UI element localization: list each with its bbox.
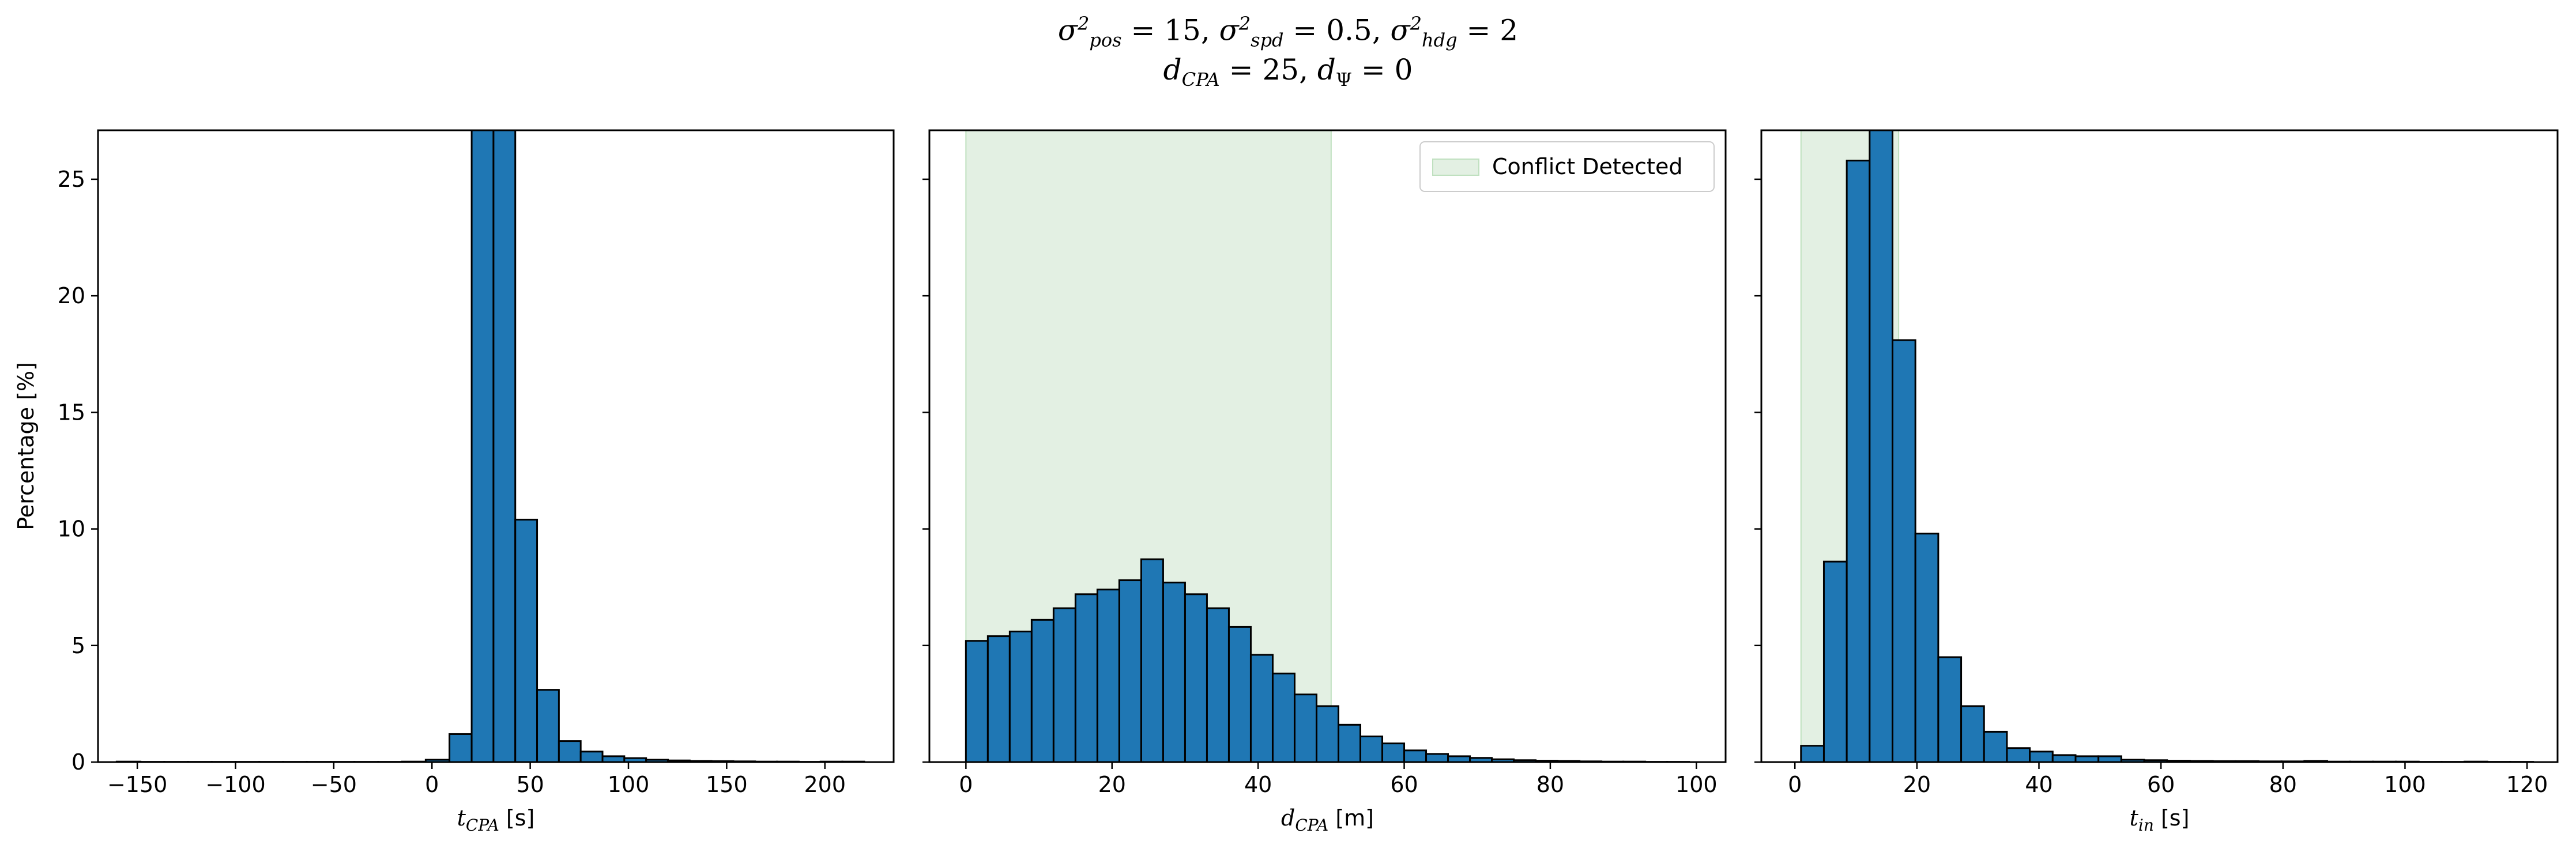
histogram-bar xyxy=(470,130,495,762)
axes-frame xyxy=(97,129,895,763)
histogram-bar xyxy=(1162,582,1186,762)
histogram-bar xyxy=(2074,755,2100,762)
histogram-bar xyxy=(1869,130,1894,762)
x-tick-label: −150 xyxy=(107,772,167,797)
x-tick-label: 40 xyxy=(1244,772,1272,797)
histogram-bar xyxy=(492,130,517,762)
histogram-bar xyxy=(1425,753,1449,762)
x-tick-label: 60 xyxy=(2147,772,2175,797)
y-axis-label: Percentage [%] xyxy=(13,362,39,530)
histogram-bar xyxy=(1983,730,2008,762)
dcpa-histogram-panel: 0 20 40 60 80 100 dCPA [m] Conflict Detected xyxy=(922,129,1727,835)
x-axis-label: tCPA [s] xyxy=(457,805,535,835)
histogram-bar xyxy=(1271,672,1295,762)
histogram-bar xyxy=(1914,533,1939,762)
x-tick-label: 50 xyxy=(516,772,544,797)
histogram-bar xyxy=(2051,754,2077,762)
histogram-bar xyxy=(1381,742,1406,762)
x-tick-label: 150 xyxy=(706,772,748,797)
x-axis-label: tin [s] xyxy=(2130,805,2190,835)
x-tick-label: 0 xyxy=(1788,772,1802,797)
histogram-bar xyxy=(558,740,582,762)
x-tick-label: 0 xyxy=(959,772,973,797)
bars-group xyxy=(965,558,1690,762)
histogram-bar xyxy=(1206,607,1230,762)
x-tick-label: 80 xyxy=(1536,772,1564,797)
histogram-bar xyxy=(986,635,1011,762)
x-axis-label: dCPA [m] xyxy=(1281,805,1374,835)
bars-group xyxy=(1800,130,2534,762)
x-tick-label: 80 xyxy=(2269,772,2297,797)
legend-label: Conflict Detected xyxy=(1492,154,1682,179)
y-tick-label: 20 xyxy=(58,283,85,308)
figure-title-line-2: dCPA = 25, dΨ = 0 xyxy=(1163,53,1413,91)
x-tick-label: 60 xyxy=(1390,772,1418,797)
histogram-bar xyxy=(965,640,989,762)
x-tick-label: −50 xyxy=(311,772,357,797)
x-tick-label: 0 xyxy=(425,772,439,797)
histogram-bar xyxy=(1118,579,1142,762)
histogram-bar xyxy=(1184,593,1208,762)
histogram-bar xyxy=(1030,619,1054,762)
histogram-bar xyxy=(1822,560,1848,762)
x-tick-label: −100 xyxy=(205,772,265,797)
histogram-bar xyxy=(579,751,604,762)
y-tick-label: 10 xyxy=(58,517,85,542)
histogram-bar xyxy=(601,755,626,762)
x-tick-label: 20 xyxy=(1098,772,1126,797)
tcpa-histogram-panel: −150 −100 −50 0 50 100 150 200 0 5 10 15 20 25 tCPA [s… xyxy=(13,129,895,835)
x-tick-label: 100 xyxy=(1675,772,1718,797)
histogram-bar xyxy=(2029,751,2054,762)
x-tick-label: 100 xyxy=(2384,772,2426,797)
histogram-bar xyxy=(1008,631,1033,762)
bars-group xyxy=(115,130,865,762)
histogram-bar xyxy=(2097,755,2122,762)
x-tick-label: 100 xyxy=(608,772,650,797)
tin-histogram-panel: 0 20 40 60 80 100 120 tin [s] xyxy=(1754,129,2559,835)
x-tick-label: 20 xyxy=(1903,772,1931,797)
histogram-bar xyxy=(1074,593,1098,762)
y-tick-label: 5 xyxy=(71,633,85,658)
histogram-bar xyxy=(1800,745,1825,762)
legend-box xyxy=(1419,141,1715,192)
histogram-bar xyxy=(1249,654,1274,762)
histogram-bar xyxy=(1403,749,1428,762)
axes-frame xyxy=(928,129,1727,763)
histogram-bar xyxy=(1359,736,1384,762)
histogram-bar xyxy=(1096,589,1120,762)
histogram-bar xyxy=(1447,755,1471,762)
axes-frame xyxy=(1760,129,2559,763)
y-tick-label: 25 xyxy=(58,167,85,192)
histogram-bar xyxy=(449,733,473,762)
x-tick-label: 200 xyxy=(804,772,846,797)
histogram-bar xyxy=(1140,558,1164,762)
histogram-bar xyxy=(1315,705,1340,762)
figure-title-line-1: σ2pos = 15, σ2spd = 0.5, σ2hdg = 2 xyxy=(1057,13,1519,51)
histogram-bar xyxy=(1846,160,1871,762)
x-tick-label: 120 xyxy=(2506,772,2548,797)
x-tick-label: 40 xyxy=(2025,772,2052,797)
y-tick-label: 15 xyxy=(58,399,85,425)
histogram-bar xyxy=(1052,607,1076,762)
histogram-bar xyxy=(1227,625,1252,762)
histogram-bar xyxy=(1960,705,1985,762)
histogram-bar xyxy=(1937,656,1963,762)
y-tick-label: 0 xyxy=(71,749,85,775)
legend-swatch xyxy=(1432,159,1479,176)
histogram-bar xyxy=(1293,693,1317,762)
histogram-bar xyxy=(1338,723,1362,762)
histogram-bar xyxy=(2006,747,2031,762)
histogram-bar xyxy=(514,518,538,762)
histogram-bar xyxy=(1892,339,1916,762)
histogram-bar xyxy=(536,689,560,762)
